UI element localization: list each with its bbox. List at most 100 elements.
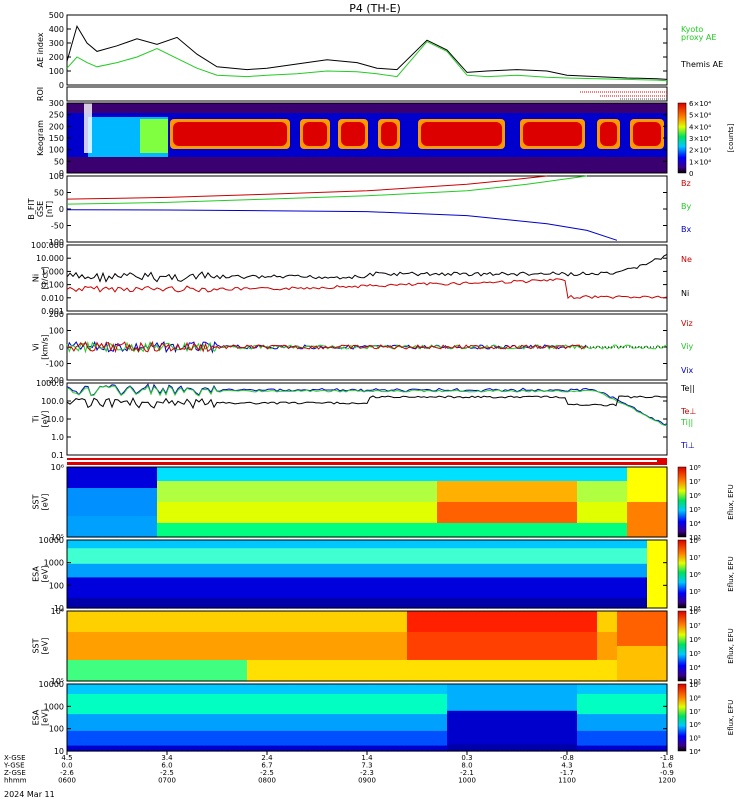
esa-electron-spectrogram-cell (117, 684, 128, 695)
sst-ion-spectrogram-cell (457, 523, 468, 538)
sst-ion-spectrogram-cell (377, 523, 388, 538)
esa-electron-spectrogram-cell (177, 684, 188, 695)
esa-ion-spectrogram-cell (357, 597, 368, 609)
sst-ion-spectrogram-cell (167, 523, 178, 538)
sst-ion-spectrogram-cell (547, 523, 558, 538)
esa-electron-spectrogram-cell (387, 745, 398, 752)
temperature-series-tipar (66, 385, 668, 427)
sst-electron-spectrogram-cell (577, 660, 588, 682)
keogram-colorbar-tick-label: 2×10⁴ (689, 147, 711, 155)
sst-electron-spectrogram-cell (627, 646, 638, 682)
esa-electron-spectrogram-cell (157, 684, 168, 695)
esa-electron-spectrogram-cell (637, 694, 648, 715)
esa-electron-spectrogram-cell (187, 714, 198, 732)
sst-electron-spectrogram-cell (597, 611, 608, 633)
esa-ion-spectrogram-cell (377, 548, 388, 565)
sst-ion-spectrogram-cell (287, 481, 298, 503)
sst-ion-spectrogram-cell (517, 467, 528, 482)
sst-ion-spectrogram-cell (127, 467, 138, 489)
esa-ion-spectrogram-cell (547, 563, 558, 578)
esa-electron-spectrogram-cell (267, 730, 278, 747)
sst-electron-spectrogram-cell (297, 660, 308, 682)
sst-ion-spectrogram-cell (207, 467, 218, 482)
esa-ion-spectrogram-cell (287, 548, 298, 565)
sst-ion-spectrogram-cell (127, 516, 138, 538)
density-series-ne (66, 278, 668, 300)
x-axis-tick-label: 1.6 (661, 762, 673, 770)
esa-ion-spectrogram-cell (317, 548, 328, 565)
esa-electron-spectrogram-cell (447, 744, 458, 752)
esa-electron-spectrogram-cell (87, 730, 98, 747)
esa-ion-spectrogram-tick-label: 10 (54, 604, 64, 613)
x-axis-tick-label: -0.8 (560, 754, 574, 762)
esa-ion-spectrogram-cell (627, 540, 638, 549)
sst-electron-spectrogram-cell (467, 632, 478, 661)
esa-electron-spectrogram-cell (437, 694, 448, 715)
esa-electron-spectrogram-cell (207, 714, 218, 732)
esa-ion-spectrogram-colorbar-tick-label: 10⁵ (689, 588, 701, 596)
sst-ion-spectrogram-cell (447, 467, 458, 482)
esa-ion-spectrogram-cell (227, 548, 238, 565)
esa-ion-spectrogram-cell (277, 563, 288, 578)
sst-electron-spectrogram-cell (367, 660, 378, 682)
esa-ion-spectrogram-cell (147, 597, 158, 609)
sst-ion-spectrogram-cell (387, 481, 398, 503)
esa-ion-spectrogram-cell (577, 548, 588, 565)
esa-ion-spectrogram-cell (217, 540, 228, 549)
esa-ion-spectrogram-cell (337, 597, 348, 609)
esa-ion-spectrogram-cell (67, 577, 78, 599)
sst-ion-spectrogram-cell (117, 516, 128, 538)
esa-electron-spectrogram-cell (207, 745, 218, 752)
esa-ion-spectrogram-cell (587, 540, 598, 549)
keogram-blob (633, 122, 661, 146)
esa-ion-spectrogram-cell (457, 577, 468, 599)
esa-electron-spectrogram-cell (107, 714, 118, 732)
sst-ion-spectrogram-cell (607, 523, 618, 538)
keogram-colorbar-tick-label: 0 (689, 170, 693, 178)
esa-electron-spectrogram-cell (187, 745, 198, 752)
keogram-tick-label: 200 (49, 122, 64, 131)
temperature-series-tepar (66, 395, 668, 410)
sst-ion-spectrogram-cell (107, 516, 118, 538)
esa-electron-spectrogram-cell (547, 744, 558, 752)
esa-electron-spectrogram-cell (417, 714, 428, 732)
esa-ion-spectrogram-cell (127, 577, 138, 599)
sst-ion-spectrogram-cell (247, 502, 258, 524)
esa-ion-spectrogram-cell (187, 563, 198, 578)
sst-ion-spectrogram-cell (247, 523, 258, 538)
esa-ion-spectrogram-cell (537, 577, 548, 599)
sst-electron-spectrogram-cell (457, 632, 468, 661)
sst-ion-spectrogram-cell (297, 502, 308, 524)
esa-ion-spectrogram-cell (407, 540, 418, 549)
esa-ion-spectrogram-cell (77, 577, 88, 599)
sst-ion-spectrogram-cell (257, 467, 268, 482)
esa-electron-spectrogram-cell (497, 710, 508, 745)
esa-electron-spectrogram-cell (277, 730, 288, 747)
sst-ion-spectrogram-cell (257, 523, 268, 538)
esa-electron-spectrogram-cell (477, 710, 488, 745)
esa-ion-spectrogram-cell (647, 540, 658, 609)
esa-ion-spectrogram-cell (157, 597, 168, 609)
esa-electron-spectrogram-cell (367, 745, 378, 752)
esa-electron-spectrogram-cell (77, 730, 88, 747)
esa-ion-spectrogram-cell (537, 597, 548, 609)
esa-electron-spectrogram-cell (447, 684, 458, 712)
esa-electron-spectrogram-cell (587, 684, 598, 695)
esa-ion-spectrogram-colorbar-tick-label: 10⁸ (689, 537, 701, 545)
sst-ion-spectrogram-cell (187, 481, 198, 503)
esa-electron-spectrogram-cell (407, 684, 418, 695)
esa-electron-spectrogram-cell (567, 744, 578, 752)
esa-ion-spectrogram-cell (497, 563, 508, 578)
sst-electron-spectrogram-cell (297, 611, 308, 633)
sst-ion-spectrogram-cell (157, 523, 168, 538)
esa-ion-spectrogram-cell (267, 563, 278, 578)
esa-ion-spectrogram-cell (487, 548, 498, 565)
sst-ion-spectrogram-cell (327, 481, 338, 503)
sst-electron-spectrogram-cell (337, 632, 348, 661)
sst-ion-spectrogram-cell (397, 523, 408, 538)
keogram-blob (600, 122, 617, 146)
sst-ion-spectrogram-cell (267, 523, 278, 538)
sst-ion-spectrogram-cell (557, 502, 568, 524)
sst-ion-spectrogram-cell (207, 481, 218, 503)
esa-ion-spectrogram-cell (427, 540, 438, 549)
